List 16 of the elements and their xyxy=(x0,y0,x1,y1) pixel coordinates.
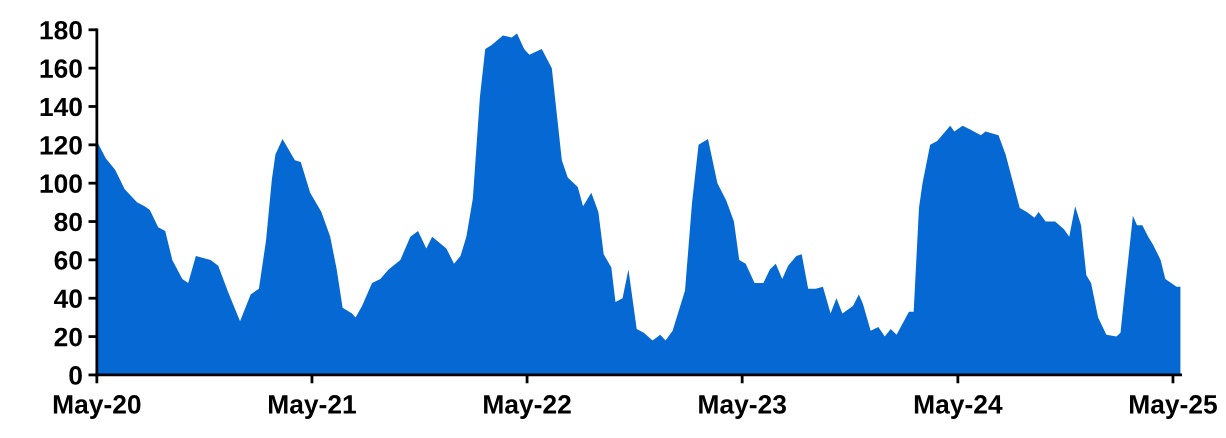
y-tick-label: 100 xyxy=(40,174,82,193)
y-tick-label: 60 xyxy=(54,251,82,270)
x-tick-label: May-20 xyxy=(53,395,141,419)
x-tick-label: May-22 xyxy=(484,395,571,419)
y-tick-label: 160 xyxy=(40,59,82,78)
x-tick-label: May-21 xyxy=(268,395,356,419)
y-tick-label: 120 xyxy=(40,135,82,155)
y-tick-label: 40 xyxy=(54,289,82,309)
y-tick-label: 0 xyxy=(69,366,82,385)
x-tick-label: May-24 xyxy=(914,395,1003,419)
y-tick-label: 180 xyxy=(40,20,82,40)
x-tick-label: May-25 xyxy=(1130,395,1217,419)
y-tick-label: 140 xyxy=(40,97,82,117)
y-tick-label: 20 xyxy=(54,327,82,347)
y-tick-label: 80 xyxy=(54,212,82,232)
x-tick-label: May-23 xyxy=(699,395,786,419)
